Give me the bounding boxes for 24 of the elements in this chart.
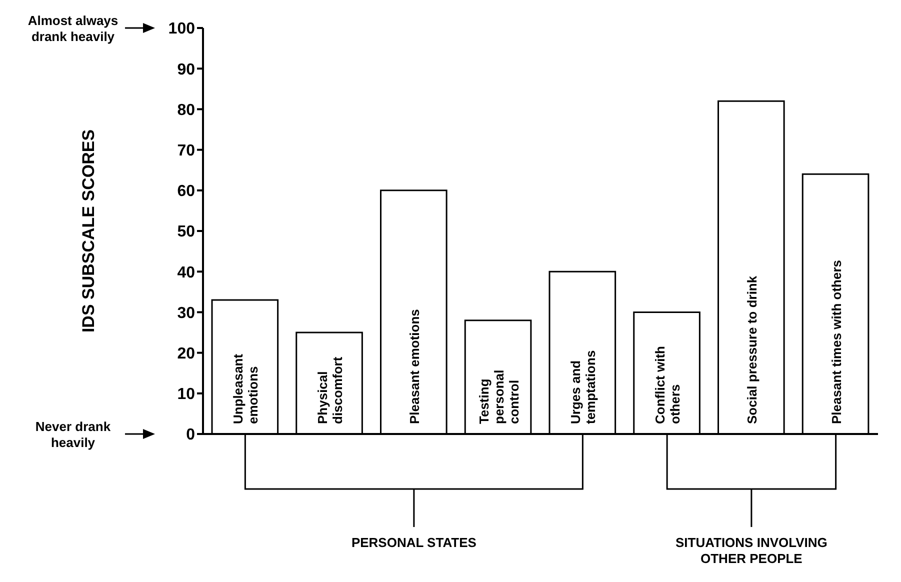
y-tick-label: 30	[177, 304, 196, 322]
y-tick-label: 70	[177, 142, 196, 160]
y-tick-label: 80	[177, 102, 196, 119]
x-tick-label: Unpleasant emotions	[230, 353, 261, 424]
y-tick-label: 50	[177, 224, 196, 241]
y-axis-title: IDS SUBSCALE SCORES	[79, 129, 98, 333]
y-tick-label: 100	[168, 20, 196, 38]
text: Never drank heavily	[35, 419, 112, 450]
text: PERSONAL STATES	[351, 535, 477, 550]
x-tick-label: Conflict with others	[652, 346, 683, 424]
x-tick-label: Social pressure to drink	[744, 275, 760, 424]
x-tick-label: Physical discomfort	[315, 356, 346, 424]
x-tick-label: Pleasant emotions	[406, 309, 422, 424]
text: Almost always drank heavily	[28, 13, 118, 44]
x-tick-label: Testing personal control	[476, 370, 522, 424]
y-tick-label: 40	[177, 264, 196, 282]
y-tick-label: 90	[177, 61, 196, 78]
y-tick-label: 60	[177, 183, 196, 200]
y-tick-label: 20	[177, 345, 196, 362]
text: SITUATIONS INVOLVING OTHER PEOPLE	[675, 535, 828, 566]
x-tick-label: Urges and temptations	[568, 350, 598, 424]
y-tick-label: 10	[177, 386, 196, 404]
y-tick-label: 0	[186, 426, 196, 444]
x-tick-label: Pleasant times with others	[828, 260, 844, 424]
